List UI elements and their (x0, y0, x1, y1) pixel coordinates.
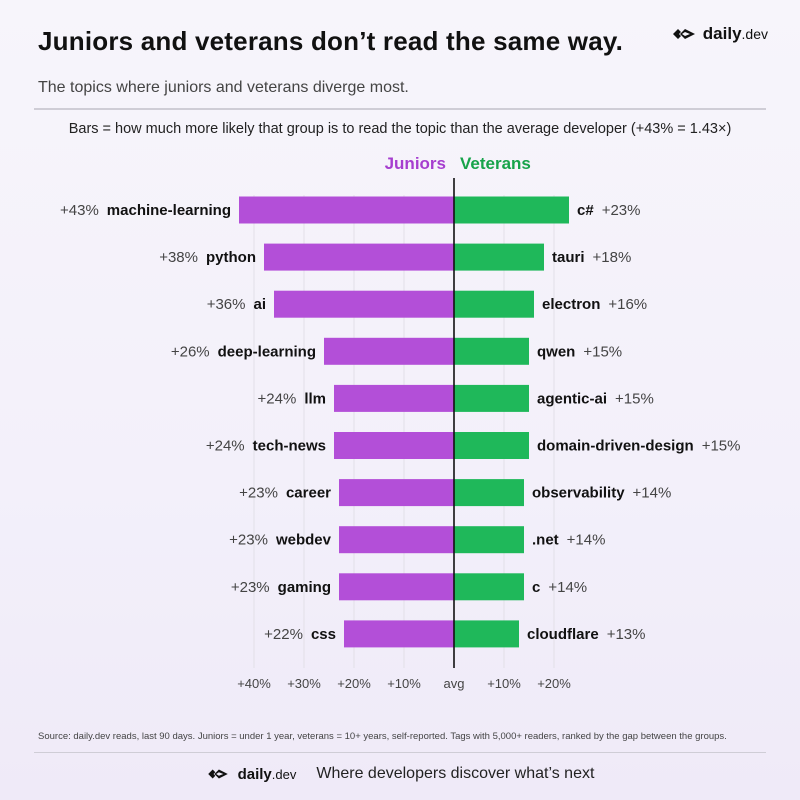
tag-label: domain-driven-design (537, 438, 694, 455)
tag-label: ai (253, 296, 266, 313)
bar-veterans (454, 243, 544, 271)
value-label: +15% (702, 438, 741, 455)
bar-juniors (264, 243, 454, 271)
bar-veterans (454, 384, 529, 412)
tag-label: c (532, 579, 540, 596)
tag-label: deep-learning (218, 343, 316, 360)
bar-veterans (454, 290, 534, 318)
tag-label: career (286, 485, 331, 502)
tick-label: +20% (337, 676, 371, 691)
value-label: +16% (608, 296, 647, 313)
tag-label: qwen (537, 343, 575, 360)
brand-logo: daily.dev (671, 24, 768, 44)
tag-label: webdev (275, 532, 332, 549)
tag-label: electron (542, 296, 600, 313)
tick-label: +10% (387, 676, 421, 691)
bar-juniors (339, 479, 454, 507)
value-label: +23% (602, 202, 641, 219)
tag-label: agentic-ai (537, 390, 607, 407)
footer: daily.dev Where developers discover what… (0, 765, 800, 783)
tag-label: python (206, 249, 256, 266)
value-label: +22% (264, 626, 303, 643)
bar-juniors (339, 526, 454, 554)
tick-label: +40% (237, 676, 271, 691)
bar-veterans (454, 620, 519, 648)
tick-label: avg (444, 676, 465, 691)
tag-label: .net (532, 532, 559, 549)
bar-juniors (274, 290, 454, 318)
tag-label: tauri (552, 249, 585, 266)
tag-label: llm (304, 390, 326, 407)
chart-explainer: Bars = how much more likely that group i… (68, 121, 732, 137)
tag-label: machine-learning (107, 202, 231, 219)
bar-veterans (454, 479, 524, 507)
bar-juniors (324, 337, 454, 365)
value-label: +14% (548, 579, 587, 596)
divider (34, 108, 766, 110)
tagline: Where developers discover what’s next (316, 765, 595, 782)
tick-label: +30% (287, 676, 321, 691)
bar-juniors (334, 432, 454, 459)
tag-label: css (311, 626, 336, 643)
bar-veterans (454, 526, 524, 554)
value-label: +23% (239, 485, 278, 502)
subtitle: The topics where juniors and veterans di… (38, 79, 409, 96)
value-label: +14% (567, 532, 606, 549)
value-label: +24% (258, 390, 297, 407)
diverging-bar-chart: Juniors Veterans machine-learning +43% pytho… (60, 154, 741, 691)
value-label: +26% (171, 343, 210, 360)
value-label: +36% (207, 296, 246, 313)
value-label: +18% (593, 249, 632, 266)
bar-veterans (454, 432, 529, 459)
series-label-juniors: Juniors (385, 154, 446, 173)
tag-label: cloudflare (527, 626, 599, 643)
tag-label: c# (577, 202, 594, 219)
brand-name: daily.dev (702, 24, 768, 43)
value-label: +43% (60, 202, 99, 219)
bar-juniors (344, 620, 454, 648)
bar-veterans (454, 573, 524, 601)
value-label: +38% (159, 249, 198, 266)
series-label-veterans: Veterans (460, 154, 531, 173)
value-label: +13% (607, 626, 646, 643)
daily-dev-logo-icon (672, 29, 695, 39)
bar-juniors (239, 196, 454, 224)
tick-label: +20% (537, 676, 571, 691)
bar-veterans (454, 337, 529, 365)
page-title: Juniors and veterans don’t read the same… (38, 26, 624, 56)
bar-juniors (334, 384, 454, 412)
value-label: +15% (615, 390, 654, 407)
daily-dev-logo-icon (207, 769, 228, 779)
value-label: +15% (583, 343, 622, 360)
bar-juniors (339, 573, 454, 601)
divider (34, 752, 766, 753)
tag-label: observability (532, 485, 625, 502)
tag-label: gaming (278, 579, 331, 596)
tick-label: +10% (487, 676, 521, 691)
source-note: Source: daily.dev reads, last 90 days. J… (38, 731, 727, 742)
value-label: +24% (206, 438, 245, 455)
bar-veterans (454, 196, 569, 224)
brand-name: daily.dev (237, 765, 297, 783)
value-label: +23% (229, 532, 268, 549)
tag-label: tech-news (253, 438, 326, 455)
value-label: +23% (231, 579, 270, 596)
value-label: +14% (633, 485, 672, 502)
